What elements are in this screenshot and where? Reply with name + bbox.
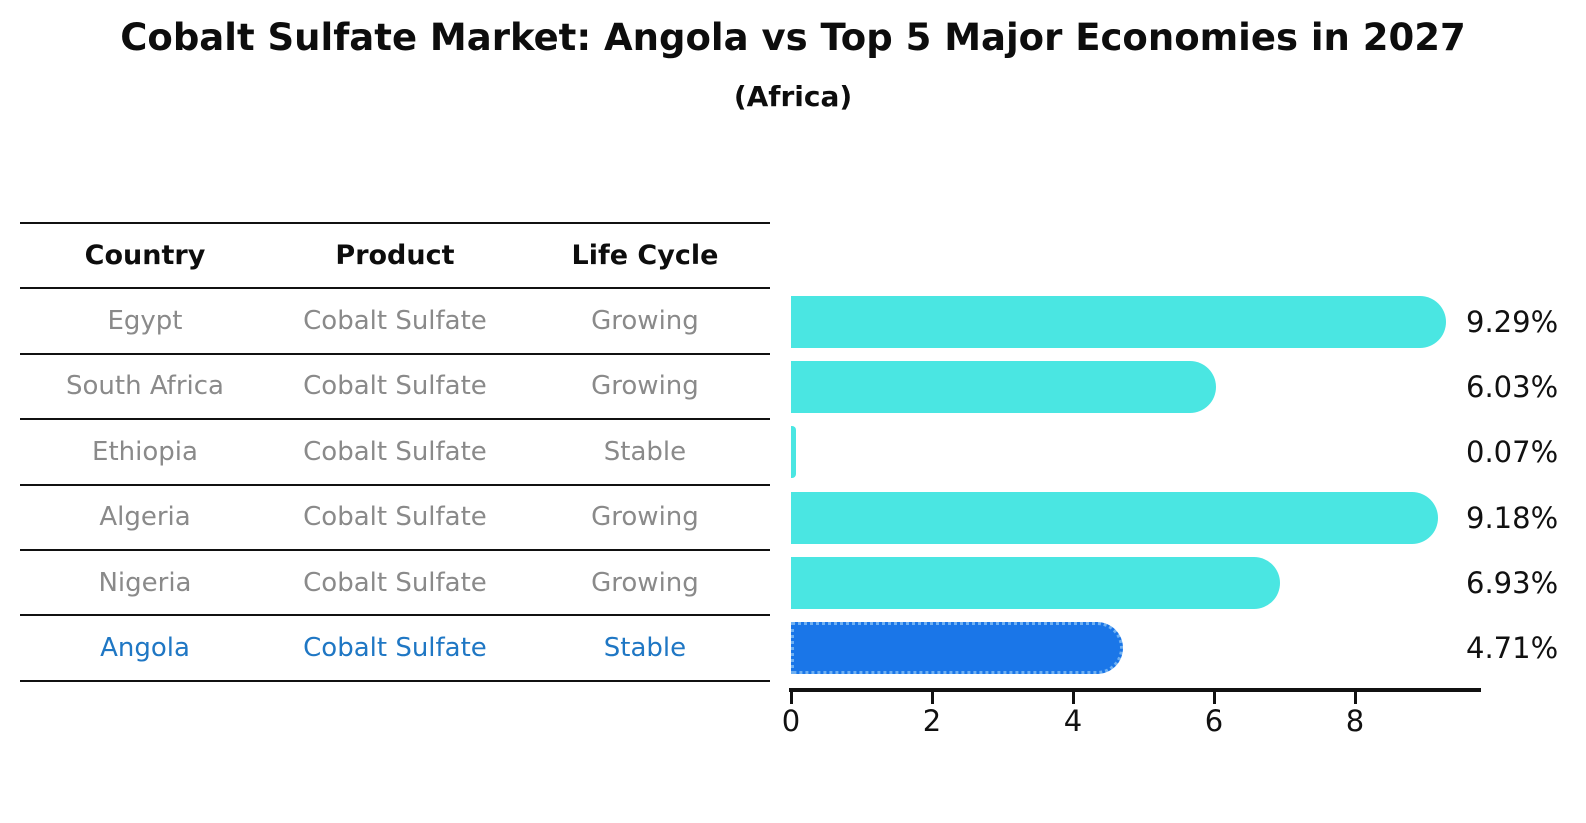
table-cell-country: Nigeria (98, 567, 192, 598)
country-table: Country Product Life Cycle Egypt Cobalt Sulf… (20, 222, 770, 682)
x-axis-tick (1212, 692, 1216, 704)
table-cell-life-cycle: Stable (603, 633, 687, 664)
table-cell-country: Angola (100, 633, 190, 664)
table-cell-life-cycle: Growing (591, 371, 699, 402)
table-cell-country: Egypt (107, 306, 183, 337)
bar-value-label: 9.29% (1466, 305, 1559, 339)
table-row: Ethiopia Cobalt Sulfate Stable (20, 420, 770, 486)
bar-row (791, 491, 1438, 544)
bar-row (791, 361, 1216, 414)
table-cell-product: Cobalt Sulfate (303, 502, 487, 533)
table-row: South Africa Cobalt Sulfate Growing (20, 355, 770, 421)
x-axis-tick-label: 6 (1204, 704, 1224, 738)
bar-value-label: 0.07% (1466, 435, 1559, 470)
table-cell-country: South Africa (66, 371, 224, 402)
bar-value-label: 4.71% (1466, 631, 1559, 665)
bar-south-africa (791, 361, 1216, 414)
chart-title: Cobalt Sulfate Market: Angola vs Top 5 M… (120, 16, 1466, 59)
bar-nigeria (791, 556, 1280, 609)
bar-row (791, 426, 796, 479)
x-axis-tick (1353, 692, 1357, 704)
bar-row (791, 296, 1446, 348)
table-row: Algeria Cobalt Sulfate Growing (20, 486, 770, 551)
x-axis-tick-label: 8 (1345, 704, 1365, 738)
table-row: Angola Cobalt Sulfate Stable (20, 616, 770, 682)
table-header-cell: Country (84, 240, 206, 272)
table-cell-product: Cobalt Sulfate (303, 371, 487, 402)
chart-subtitle: (Africa) (733, 80, 853, 113)
x-axis-tick (789, 692, 793, 704)
table-row: Nigeria Cobalt Sulfate Growing (20, 551, 770, 617)
x-axis-line (789, 688, 1481, 692)
x-axis-tick-label: 0 (781, 704, 801, 738)
x-axis-tick-label: 4 (1063, 704, 1083, 738)
bar-egypt (791, 296, 1446, 348)
table-cell-life-cycle: Growing (591, 306, 699, 337)
table-row: Egypt Cobalt Sulfate Growing (20, 289, 770, 355)
bar-ethiopia (791, 426, 796, 479)
bar-row (791, 622, 1123, 674)
x-axis-tick-label: 2 (922, 704, 942, 738)
table-cell-product: Cobalt Sulfate (303, 567, 487, 598)
table-cell-product: Cobalt Sulfate (303, 633, 487, 664)
table-cell-country: Ethiopia (92, 436, 198, 467)
table-cell-life-cycle: Growing (591, 502, 699, 533)
table-header-row: Country Product Life Cycle (20, 224, 770, 290)
x-axis-tick (1071, 692, 1075, 704)
bar-row (791, 556, 1280, 609)
bar-angola (791, 622, 1123, 674)
bar-algeria (791, 491, 1438, 544)
bar-value-label: 6.93% (1466, 565, 1559, 600)
table-cell-life-cycle: Growing (591, 567, 699, 598)
bar-value-label: 6.03% (1466, 370, 1559, 405)
bar-value-label: 9.18% (1466, 500, 1559, 535)
table-cell-life-cycle: Stable (603, 436, 687, 467)
table-header-cell: Life Cycle (571, 240, 719, 272)
table-cell-country: Algeria (99, 502, 191, 533)
x-axis-tick (930, 692, 934, 704)
table-cell-product: Cobalt Sulfate (303, 436, 487, 467)
table-header-cell: Product (335, 240, 455, 272)
table-cell-product: Cobalt Sulfate (303, 306, 487, 337)
